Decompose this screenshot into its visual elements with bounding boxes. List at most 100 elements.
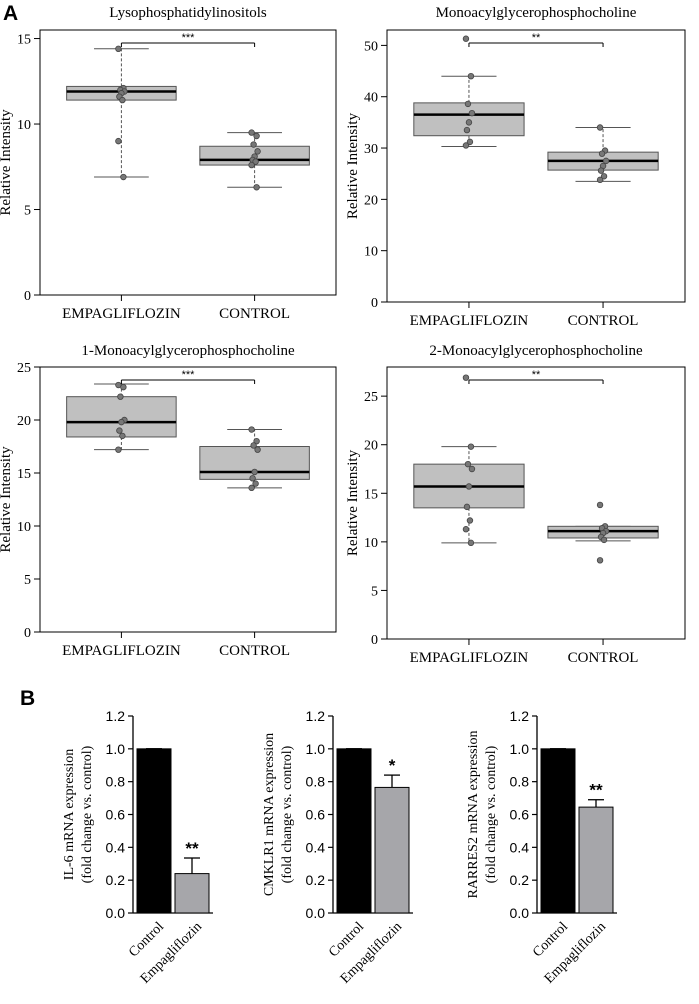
data-point (252, 158, 259, 165)
significance-label: *** (182, 32, 196, 44)
chart-title: Lysophosphatidylinositols (109, 5, 267, 21)
data-point (116, 427, 123, 434)
chart-title: 1-Monoacylglycerophosphocholine (81, 343, 295, 359)
y-tick-label: 15 (17, 33, 31, 48)
data-point (253, 132, 260, 140)
x-tick-label: EMPAGLIFLOZIN (410, 313, 529, 329)
y-tick-label: 10 (17, 118, 31, 133)
x-tick-label: EMPAGLIFLOZIN (62, 306, 181, 322)
data-point (248, 129, 255, 136)
data-point (596, 557, 604, 564)
y-tick-label: 0.6 (306, 807, 326, 823)
data-point (596, 124, 604, 131)
y-tick-label: 0 (24, 289, 31, 304)
y-tick-label: 0.6 (510, 807, 530, 823)
data-point (248, 161, 255, 169)
data-point (468, 109, 476, 117)
barchart-1: 0.0 0.2 0.4 0.6 0.8 1.0 1.2 IL-6 mRNA expressio… (62, 708, 213, 987)
data-point (248, 484, 255, 492)
panel-label-b: B (20, 687, 35, 710)
charts-container: Lysophosphatidylinositols051015Relative … (0, 5, 686, 987)
x-tick-label: CONTROL (568, 650, 639, 666)
bar-control (336, 748, 372, 914)
x-tick-label: EMPAGLIFLOZIN (62, 643, 181, 659)
y-tick-label: 20 (364, 193, 378, 208)
box-empagliflozin (413, 374, 525, 547)
y-tick-label: 0.4 (106, 839, 126, 855)
data-point (115, 137, 122, 145)
significance-label: ** (185, 839, 199, 858)
plot-frame (386, 29, 686, 303)
data-point (467, 72, 475, 80)
barchart-3: 0.0 0.2 0.4 0.6 0.8 1.0 1.2 RARRES2 mRNA expres… (466, 708, 617, 987)
boxplot-4: 2-Monoacylglycerophosphocholine 0 5 10 15 20 2… (345, 343, 686, 666)
data-point (248, 426, 255, 433)
bar-control (136, 748, 172, 914)
bar-empagliflozin (374, 786, 410, 914)
data-point (254, 446, 261, 453)
y-axis-label-line1: IL-6 mRNA expression (62, 749, 77, 880)
y-axis-label: Relative Intensity (0, 109, 14, 216)
y-axis-label-line1: RARRES2 mRNA expression (466, 730, 481, 898)
data-point (120, 383, 127, 391)
box-control (547, 501, 659, 564)
data-point (467, 443, 475, 450)
data-point (253, 438, 260, 445)
x-tick-label: CONTROL (568, 313, 639, 329)
y-tick-label: 30 (364, 142, 378, 157)
y-tick-label: 10 (364, 536, 378, 551)
y-tick-label: 5 (24, 204, 31, 219)
data-point (602, 157, 610, 165)
y-tick-label: 0.6 (106, 807, 126, 823)
y-tick-label: 0.4 (306, 839, 326, 855)
data-point (117, 393, 124, 400)
x-tick-label: CONTROL (219, 643, 290, 659)
box-control (199, 129, 310, 191)
data-point (115, 446, 122, 453)
data-point (253, 184, 260, 191)
y-tick-label: 5 (371, 584, 378, 599)
y-axis-label: Relative Intensity (345, 449, 361, 556)
y-axis-label: Relative Intensity (0, 446, 14, 553)
y-tick-label: 15 (17, 467, 31, 482)
data-point (465, 483, 473, 490)
y-tick-label: 0 (371, 633, 378, 648)
y-tick-label: 20 (364, 439, 378, 454)
data-point (462, 142, 470, 149)
bar-empagliflozin (578, 806, 614, 914)
data-point (120, 173, 127, 181)
significance-label: ** (532, 369, 541, 381)
y-tick-label: 0.8 (106, 774, 126, 790)
plot-frame (39, 29, 337, 296)
plot-frame (39, 366, 337, 633)
y-tick-label: 10 (17, 520, 31, 535)
x-tick-label: CONTROL (219, 306, 290, 322)
boxplot-2: Monoacylglycerophosphocholine 0 10 20 30 40 50… (345, 5, 686, 329)
y-tick-label: 20 (17, 414, 31, 429)
significance-label: ** (532, 32, 541, 44)
data-point (466, 138, 474, 146)
y-tick-label: 0 (24, 626, 31, 641)
y-tick-label: 1.2 (306, 708, 326, 724)
box-empagliflozin (66, 381, 177, 453)
data-point (118, 418, 125, 426)
y-tick-label: 1.0 (510, 741, 530, 757)
data-point (251, 468, 258, 476)
data-point (252, 480, 259, 487)
data-point (119, 432, 126, 440)
data-point (250, 141, 257, 148)
box-control (547, 124, 659, 184)
y-tick-label: 10 (364, 245, 378, 260)
y-tick-label: 0.8 (306, 774, 326, 790)
y-axis-label-line2: (fold change vs. control) (80, 745, 95, 883)
y-axis-label-line2: (fold change vs. control) (280, 745, 295, 883)
data-point (596, 176, 604, 184)
y-tick-label: 0.0 (510, 905, 530, 921)
boxplot-1: Lysophosphatidylinositols 0 5 10 15 Relative … (0, 5, 337, 322)
data-point (597, 167, 605, 174)
boxplot-3: 1-Monoacylglycerophosphocholine 0 5 10 15 20 2… (0, 343, 337, 659)
barchart-2: 0.0 0.2 0.4 0.6 0.8 1.0 1.2 CMKLR1 mRNA express… (262, 708, 413, 987)
data-point (598, 150, 606, 157)
y-tick-label: 0.2 (510, 872, 530, 888)
